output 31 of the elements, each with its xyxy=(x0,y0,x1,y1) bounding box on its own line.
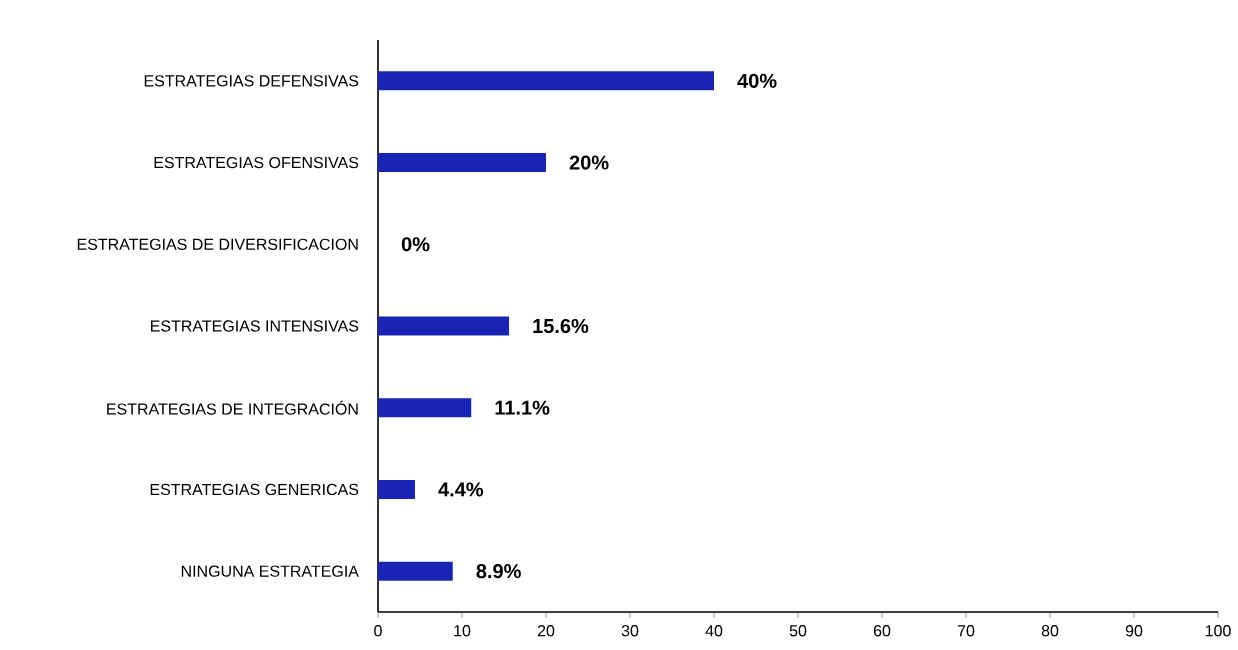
data-label: 8.9% xyxy=(476,564,521,579)
x-tick-label: 20 xyxy=(537,625,555,637)
y-tick-label: NINGUNA ESTRATEGIA xyxy=(181,565,359,577)
x-tick-label: 40 xyxy=(705,625,723,637)
x-tick-label: 100 xyxy=(1205,625,1231,637)
x-tick-label: 0 xyxy=(374,625,382,637)
bar xyxy=(378,561,453,581)
x-tick-label: 90 xyxy=(1125,625,1143,637)
data-label: 40% xyxy=(737,73,777,88)
bar xyxy=(378,479,415,499)
data-label: 20% xyxy=(569,155,609,170)
data-label: 11.1% xyxy=(495,400,550,415)
x-tick-label: 70 xyxy=(957,625,975,637)
bar xyxy=(378,153,546,173)
bar xyxy=(378,316,510,336)
y-tick-label: ESTRATEGIAS DE DIVERSIFICACION xyxy=(77,238,358,250)
y-tick-label: ESTRATEGIAS DEFENSIVAS xyxy=(144,75,359,87)
bar xyxy=(378,398,472,418)
x-tick-label: 30 xyxy=(621,625,639,637)
y-tick-label: ESTRATEGIAS OFENSIVAS xyxy=(154,156,359,169)
y-tick-label: ESTRATEGIAS GENERICAS xyxy=(150,483,359,496)
x-tick-label: 50 xyxy=(789,625,807,637)
x-tick-label: 60 xyxy=(873,625,891,637)
data-label: 0% xyxy=(401,237,430,252)
x-tick-label: 10 xyxy=(454,625,471,637)
data-label: 4.4% xyxy=(438,482,484,497)
bar xyxy=(378,71,714,91)
data-label: 15.6% xyxy=(533,318,589,334)
y-tick-label: ESTRATEGIAS INTENSIVAS xyxy=(151,320,359,332)
x-tick-label: 80 xyxy=(1041,625,1059,637)
y-tick-label: ESTRATEGIAS DE INTEGRACIÓN xyxy=(107,400,358,415)
